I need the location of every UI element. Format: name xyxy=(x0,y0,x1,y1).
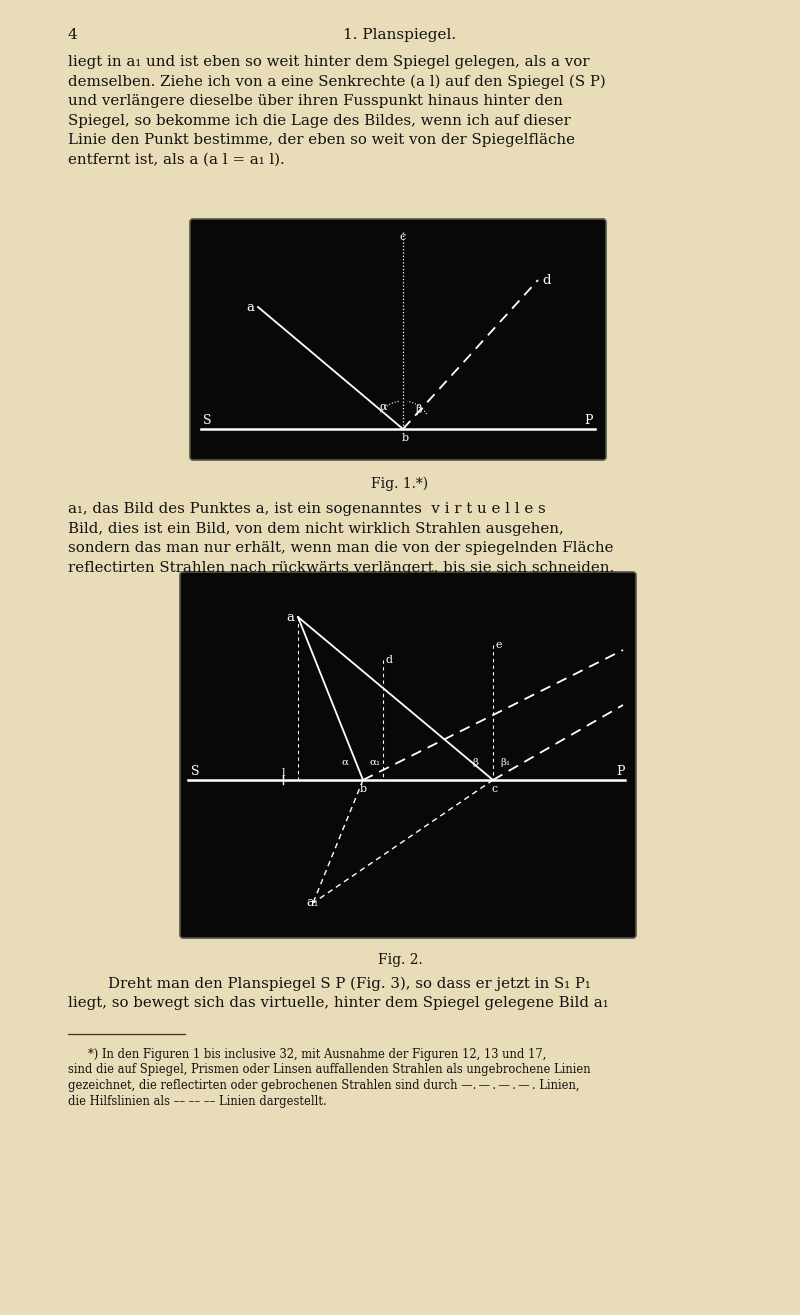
Text: a₁, das Bild des Punktes a, ist ein sogenanntes  v i r t u e l l e s: a₁, das Bild des Punktes a, ist ein soge… xyxy=(68,502,546,515)
Text: reflectirten Strahlen nach rückwärts verlängert, bis sie sich schneiden.: reflectirten Strahlen nach rückwärts ver… xyxy=(68,560,614,575)
Text: 4: 4 xyxy=(68,28,78,42)
Text: Spiegel, so bekomme ich die Lage des Bildes, wenn ich auf dieser: Spiegel, so bekomme ich die Lage des Bil… xyxy=(68,113,570,128)
Text: Fig. 1.*): Fig. 1.*) xyxy=(371,477,429,492)
Text: liegt in a₁ und ist eben so weit hinter dem Spiegel gelegen, als a vor: liegt in a₁ und ist eben so weit hinter … xyxy=(68,55,590,68)
Text: entfernt ist, als a (a l = a₁ l).: entfernt ist, als a (a l = a₁ l). xyxy=(68,153,285,167)
Text: gezeichnet, die reflectirten oder gebrochenen Strahlen sind durch —. — . — . — .: gezeichnet, die reflectirten oder gebroc… xyxy=(68,1080,579,1091)
Text: a₁: a₁ xyxy=(306,897,319,910)
Text: b: b xyxy=(359,784,366,794)
Text: α₁: α₁ xyxy=(370,757,381,767)
Text: β₁: β₁ xyxy=(500,757,510,767)
Text: liegt, so bewegt sich das virtuelle, hinter dem Spiegel gelegene Bild a₁: liegt, so bewegt sich das virtuelle, hin… xyxy=(68,997,609,1010)
Text: α: α xyxy=(342,757,349,767)
Text: sind die auf Spiegel, Prismen oder Linsen auffallenden Strahlen als ungebrochene: sind die auf Spiegel, Prismen oder Linse… xyxy=(68,1064,590,1077)
Text: c: c xyxy=(400,231,406,242)
Text: die Hilfslinien als –– –– –– Linien dargestellt.: die Hilfslinien als –– –– –– Linien darg… xyxy=(68,1094,326,1107)
Text: P: P xyxy=(585,414,593,427)
Text: S: S xyxy=(203,414,211,427)
Text: b: b xyxy=(402,433,409,443)
FancyBboxPatch shape xyxy=(190,220,606,460)
FancyBboxPatch shape xyxy=(180,572,636,938)
Text: α: α xyxy=(379,402,386,412)
Text: d: d xyxy=(542,274,550,287)
Text: Bild, dies ist ein Bild, von dem nicht wirklich Strahlen ausgehen,: Bild, dies ist ein Bild, von dem nicht w… xyxy=(68,522,564,535)
Text: S: S xyxy=(191,765,199,778)
Text: l: l xyxy=(282,768,285,778)
Text: e: e xyxy=(496,640,502,650)
Text: d: d xyxy=(386,655,393,665)
Text: Fig. 2.: Fig. 2. xyxy=(378,953,422,967)
Text: c: c xyxy=(492,784,498,794)
Text: Dreht man den Planspiegel S P (Fig. 3), so dass er jetzt in S₁ P₁: Dreht man den Planspiegel S P (Fig. 3), … xyxy=(108,977,590,992)
Text: β: β xyxy=(472,757,478,767)
Text: sondern das man nur erhält, wenn man die von der spiegelnden Fläche: sondern das man nur erhält, wenn man die… xyxy=(68,540,614,555)
Text: β: β xyxy=(416,404,422,414)
Text: Linie den Punkt bestimme, der eben so weit von der Spiegelfläche: Linie den Punkt bestimme, der eben so we… xyxy=(68,133,575,147)
Text: a: a xyxy=(246,301,254,313)
Text: P: P xyxy=(617,765,625,778)
Text: demselben. Ziehe ich von a eine Senkrechte (a l) auf den Spiegel (S P): demselben. Ziehe ich von a eine Senkrech… xyxy=(68,75,606,89)
Text: *) In den Figuren 1 bis inclusive 32, mit Ausnahme der Figuren 12, 13 und 17,: *) In den Figuren 1 bis inclusive 32, mi… xyxy=(88,1048,546,1061)
Text: und verlängere dieselbe über ihren Fusspunkt hinaus hinter den: und verlängere dieselbe über ihren Fussp… xyxy=(68,93,563,108)
Text: a: a xyxy=(286,610,294,623)
Text: 1. Planspiegel.: 1. Planspiegel. xyxy=(343,28,457,42)
